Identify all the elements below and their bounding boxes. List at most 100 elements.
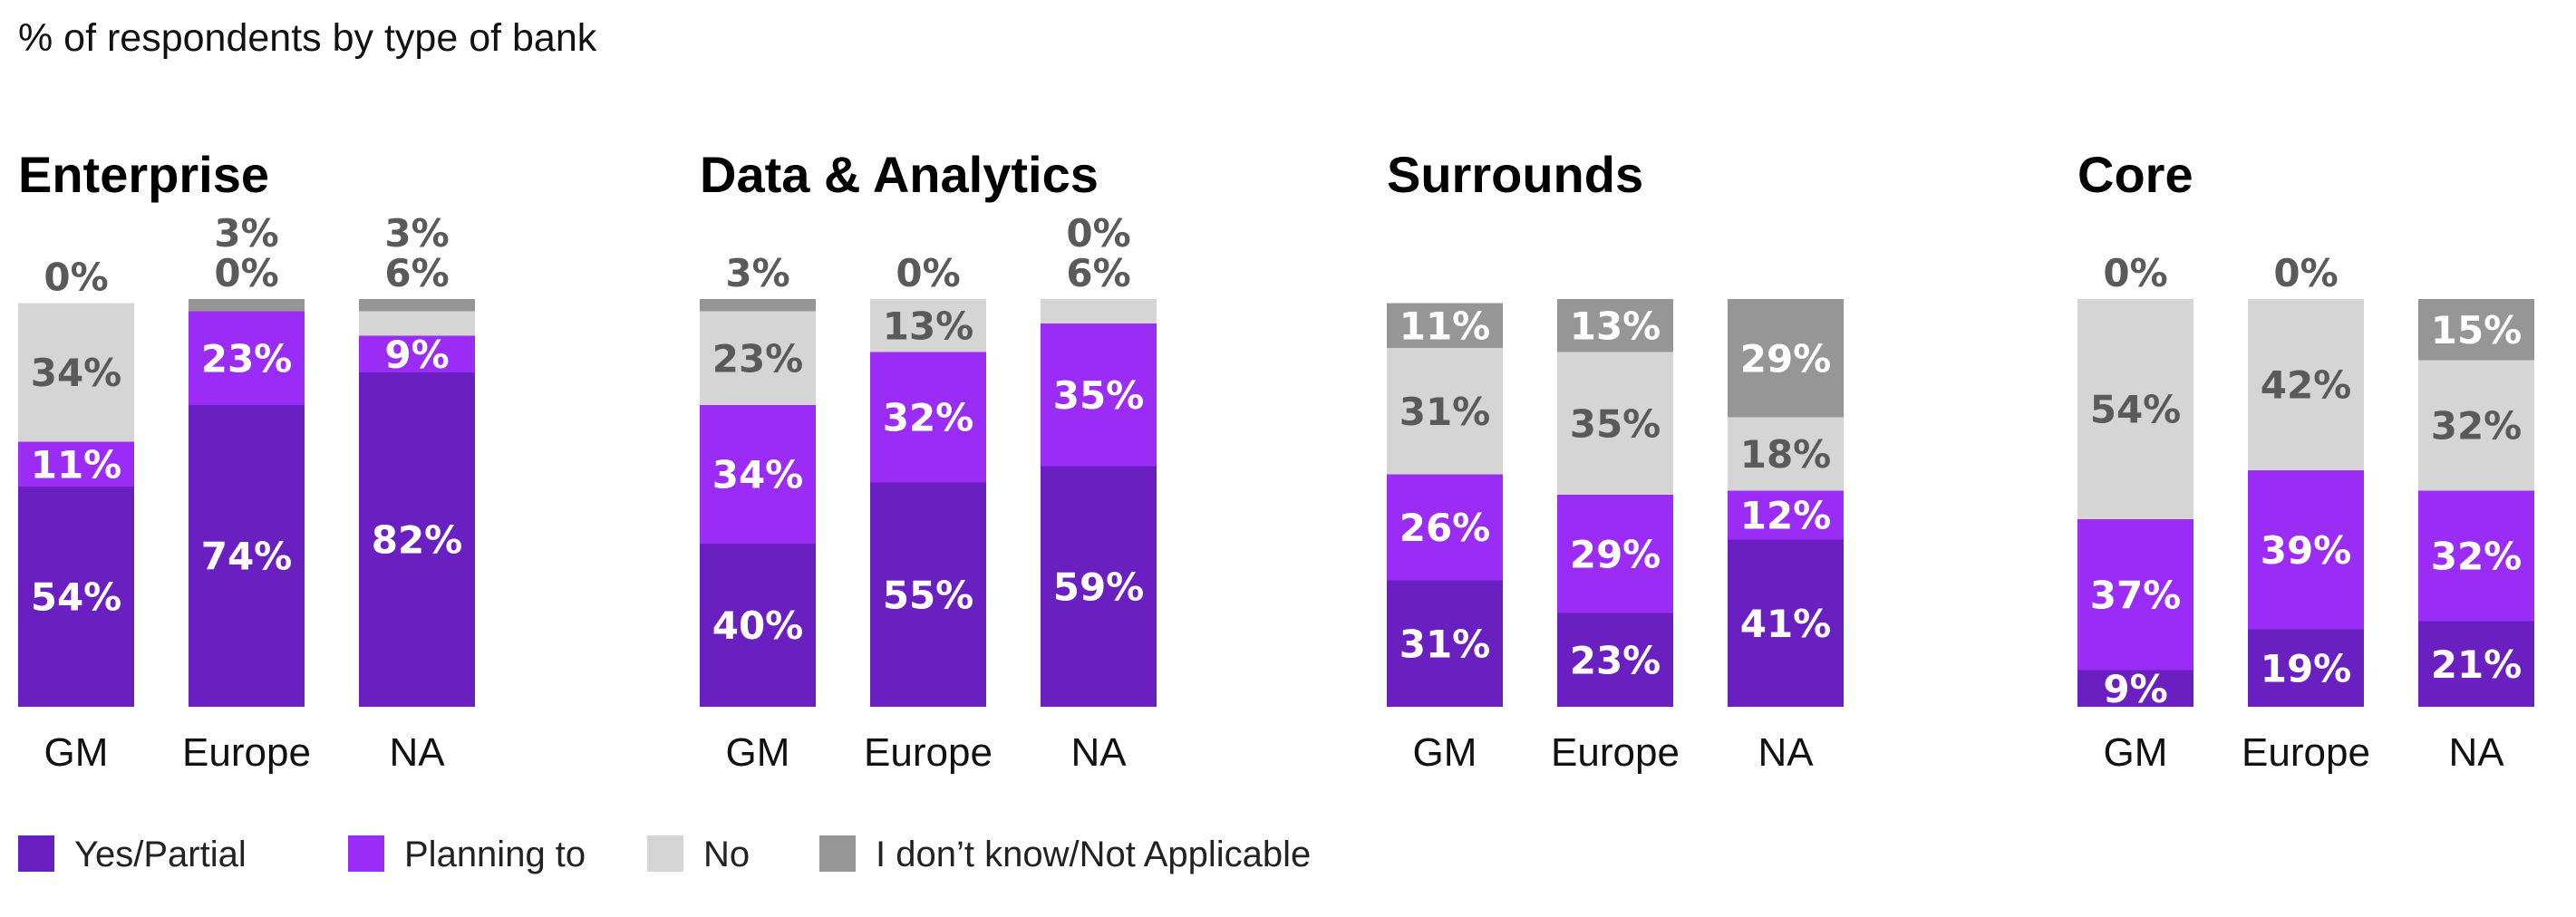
category-label: GM — [2104, 730, 2168, 775]
panel-enterprise: Enterprise54%11%34%0%GM74%23%0%3%Europe8… — [18, 146, 475, 775]
legend-swatch — [647, 835, 683, 872]
data-label-dont-know: 0% — [2273, 251, 2338, 295]
chart-legend: Yes/Partial Planning to No I don’t know/Not… — [18, 835, 1311, 874]
category-label: NA — [1070, 730, 1127, 775]
bar-gm: 31% 26% 31% 11% GM — [1387, 303, 1503, 775]
data-label-dont-know: 3% — [384, 211, 449, 256]
data-label-no: 13% — [883, 304, 974, 348]
category-label: Europe — [182, 730, 311, 775]
panel-surrounds: Surrounds 31% 26% 31% 11% GM 23% 29% 35% 13% Europ… — [1387, 146, 1844, 775]
bar-segment-no — [700, 311, 816, 405]
category-label: NA — [389, 730, 445, 775]
data-label-yes-partial: 31% — [1399, 622, 1491, 666]
category-label: GM — [1413, 730, 1477, 775]
data-label-planning-to: 32% — [2431, 535, 2523, 579]
panel-data-analytics: Data & Analytics 40% 34% 23% 3% GM 55% 32% 13% 0%… — [700, 146, 1157, 775]
bar-segment-no — [1728, 417, 1844, 491]
bar-segment-yes-partial — [2077, 670, 2193, 707]
data-label-yes-partial: 21% — [2431, 642, 2523, 687]
category-label: GM — [726, 730, 790, 775]
legend-label: I don’t know/Not Applicable — [876, 835, 1311, 874]
legend-item-no: No — [647, 835, 750, 874]
data-label-yes-partial: 19% — [2261, 646, 2352, 690]
bar-segment-no — [1557, 352, 1673, 495]
bar-na: 59% 35% 6%0% NA — [1041, 211, 1157, 775]
data-label-no: 35% — [1570, 401, 1661, 446]
bar-na: 41% 12% 18% 29% NA — [1728, 299, 1844, 775]
data-label-no: 6% — [1066, 251, 1130, 295]
legend-item-yes-partial: Yes/Partial — [18, 835, 247, 874]
data-label-dont-know: 0% — [44, 256, 108, 300]
data-label-no: 42% — [2261, 363, 2352, 408]
bar-segment-planning-to — [18, 441, 134, 487]
legend-item-planning-to: Planning to — [348, 835, 586, 874]
data-label-planning-to: 34% — [712, 453, 804, 497]
data-label-no: 31% — [1399, 390, 1491, 434]
legend-swatch — [819, 835, 856, 872]
data-label-dont-know: 3% — [725, 251, 789, 295]
bar-segment-no — [1041, 299, 1157, 323]
data-label-dont-know: 3% — [214, 211, 278, 256]
bar-segment-yes-partial — [18, 487, 134, 707]
legend-item-dont-know: I don’t know/Not Applicable — [819, 835, 1311, 874]
bar-segment-dont-know — [700, 299, 816, 312]
bar-segment-dont-know — [1387, 303, 1503, 348]
category-label: Europe — [864, 730, 993, 775]
data-label-dont-know: 15% — [2431, 308, 2523, 352]
data-label-dont-know: 0% — [1066, 211, 1130, 256]
bar-gm: 40% 34% 23% 3% GM — [700, 251, 816, 775]
data-label-no: 18% — [1740, 432, 1832, 477]
bar-gm: 54% 11% 34% 0% GM — [18, 256, 134, 775]
bar-segment-dont-know — [1728, 299, 1844, 418]
panel-title: Surrounds — [1387, 146, 1643, 203]
data-label-yes-partial: 74% — [201, 535, 293, 579]
chart-panels: Enterprise54%11%34%0%GM74%23%0%3%Europe8… — [18, 146, 2534, 775]
bar-segment-yes-partial — [1041, 466, 1157, 707]
bar-segment-planning-to — [1728, 490, 1844, 540]
bar-europe: 55% 32% 13% 0% Europe — [864, 251, 993, 775]
bar-na: 82% 9% 6%3% NA — [359, 211, 475, 775]
bar-segment-planning-to — [700, 405, 816, 544]
category-label: NA — [1758, 730, 1814, 775]
bar-segment-planning-to — [1387, 474, 1503, 581]
bar-segment-yes-partial — [1728, 539, 1844, 707]
data-label-yes-partial: 41% — [1740, 602, 1832, 646]
data-label-planning-to: 32% — [883, 396, 974, 440]
category-label: GM — [44, 730, 109, 775]
data-label-planning-to: 35% — [1053, 373, 1145, 418]
bar-segment-no — [2077, 299, 2193, 519]
bar-segment-planning-to — [2248, 470, 2364, 630]
bar-segment-yes-partial — [1387, 580, 1503, 707]
data-label-yes-partial: 40% — [712, 603, 804, 648]
bar-segment-dont-know — [1557, 299, 1673, 352]
bar-europe: 19% 39% 42% 0% Europe — [2242, 251, 2370, 775]
data-label-planning-to: 11% — [31, 442, 122, 487]
data-label-planning-to: 39% — [2261, 528, 2352, 573]
bar-segment-yes-partial — [870, 482, 986, 707]
data-label-no: 23% — [712, 336, 804, 381]
bar-segment-yes-partial — [700, 544, 816, 707]
data-label-yes-partial: 82% — [372, 518, 463, 563]
bar-segment-dont-know — [189, 299, 305, 312]
bar-segment-dont-know — [2418, 299, 2534, 361]
data-label-dont-know: 29% — [1740, 336, 1832, 381]
bar-gm: 9% 37% 54% 0% GM — [2077, 251, 2193, 775]
data-label-planning-to: 23% — [201, 336, 293, 381]
data-label-planning-to: 37% — [2090, 573, 2182, 617]
data-label-no: 34% — [31, 351, 122, 395]
data-label-planning-to: 26% — [1399, 506, 1491, 550]
data-label-yes-partial: 55% — [883, 573, 974, 617]
bar-segment-yes-partial — [189, 405, 305, 707]
bar-segment-planning-to — [2418, 490, 2534, 622]
bar-europe: 23% 29% 35% 13% Europe — [1551, 299, 1680, 775]
data-label-yes-partial: 59% — [1053, 565, 1145, 609]
category-label: Europe — [1551, 730, 1680, 775]
data-label-no: 0% — [214, 251, 278, 295]
data-label-no: 54% — [2090, 388, 2182, 432]
data-label-planning-to: 29% — [1570, 532, 1661, 576]
bar-segment-no — [1387, 348, 1503, 475]
data-label-yes-partial: 9% — [2103, 667, 2167, 711]
panel-core: Core 9% 37% 54% 0% GM 19% 39% 42% 0% Europe 21% 32% 3… — [2077, 146, 2534, 775]
legend-label: Yes/Partial — [74, 835, 247, 874]
